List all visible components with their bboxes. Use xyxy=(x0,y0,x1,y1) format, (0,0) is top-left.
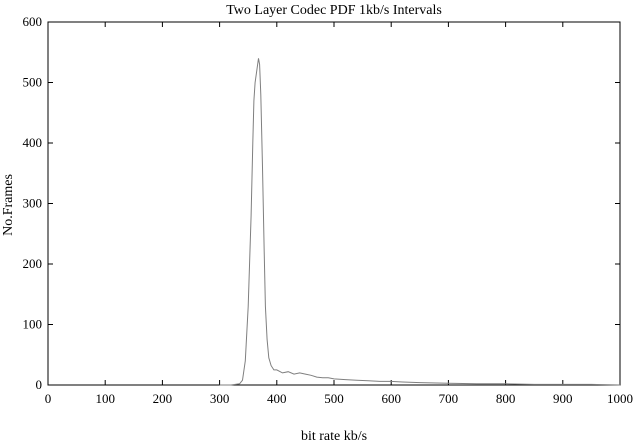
x-tick-label: 500 xyxy=(324,391,344,406)
x-tick-label: 1000 xyxy=(607,391,633,406)
y-tick-label: 500 xyxy=(23,75,43,90)
y-tick-label: 200 xyxy=(23,256,43,271)
y-axis-label: No.Frames xyxy=(1,174,16,236)
x-tick-label: 600 xyxy=(381,391,401,406)
y-tick-label: 600 xyxy=(23,14,43,29)
y-axis: 0 100 200 300 400 500 600 xyxy=(23,14,620,392)
x-tick-label: 0 xyxy=(45,391,52,406)
y-tick-label: 300 xyxy=(23,196,43,211)
x-tick-label: 400 xyxy=(267,391,287,406)
chart-title: Two Layer Codec PDF 1kb/s Intervals xyxy=(226,3,442,18)
series-group xyxy=(219,58,621,386)
x-tick-label: 200 xyxy=(153,391,173,406)
plot-area xyxy=(47,21,621,386)
x-axis: 0 100 200 300 400 500 600 700 800 900 1000 xyxy=(45,22,633,406)
x-tick-label: 800 xyxy=(496,391,516,406)
x-tick-label: 900 xyxy=(553,391,573,406)
y-tick-label: 0 xyxy=(36,377,43,392)
series-line xyxy=(219,58,621,386)
x-tick-label: 100 xyxy=(95,391,115,406)
y-tick-label: 400 xyxy=(23,135,43,150)
x-tick-label: 300 xyxy=(210,391,230,406)
x-tick-label: 700 xyxy=(439,391,459,406)
plot-frame xyxy=(47,21,621,386)
x-axis-label: bit rate kb/s xyxy=(301,429,367,444)
y-tick-label: 100 xyxy=(23,317,43,332)
